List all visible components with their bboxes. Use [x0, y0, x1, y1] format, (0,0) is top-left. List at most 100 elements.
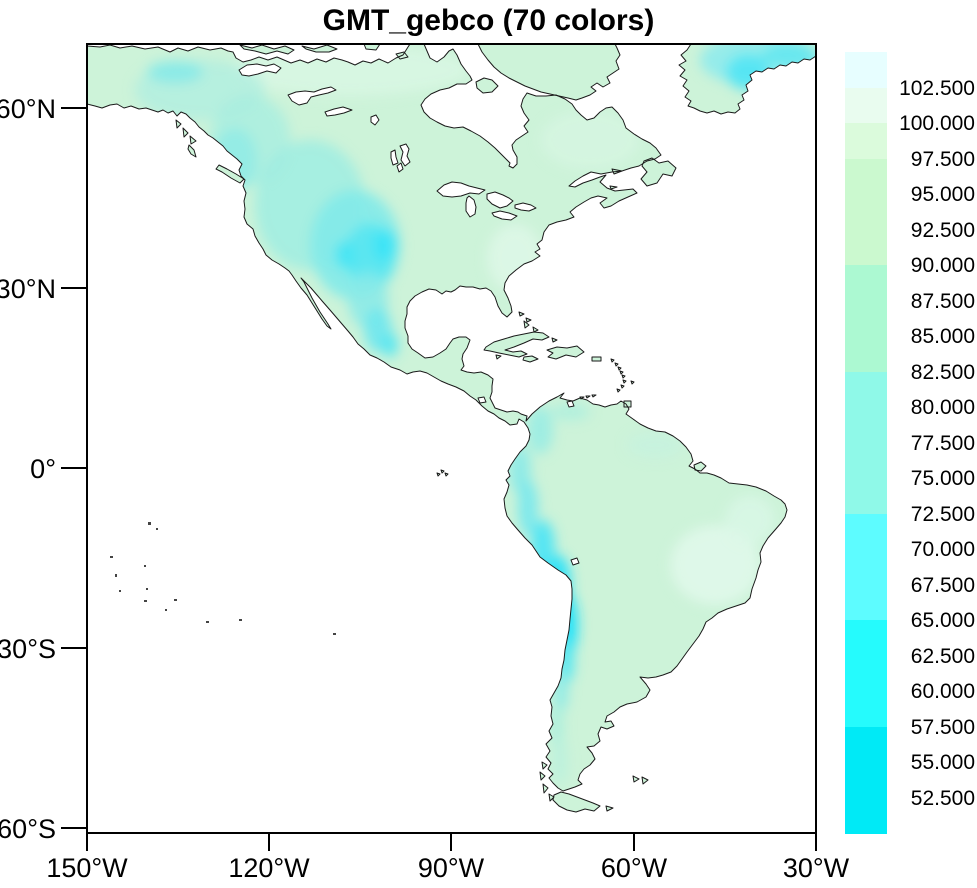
- island-speck: [119, 590, 121, 592]
- island-speck: [144, 600, 147, 602]
- y-tick-label: 30°N: [0, 274, 56, 304]
- island-speck: [144, 565, 146, 567]
- great-slave-lake: [287, 86, 337, 106]
- landmasses: [87, 44, 816, 812]
- colorbar-box: [845, 584, 887, 621]
- colorbar-tick-label: 75.000: [910, 467, 975, 490]
- plot-title: GMT_gebco (70 colors): [322, 4, 655, 37]
- colorbar-box: [845, 549, 887, 585]
- colorbar-box: [845, 442, 887, 479]
- colorbar-box: [845, 371, 887, 408]
- island-speck: [148, 522, 151, 525]
- y-tick-label: 60°S: [0, 814, 56, 844]
- colorbar-box: [845, 478, 887, 514]
- colorbar-box: [845, 655, 887, 692]
- northeast-brazil-tint: [725, 495, 775, 545]
- colorbar-tick-label: 65.000: [910, 609, 975, 632]
- tierra-del-fuego: [553, 792, 600, 812]
- newfoundland: [641, 158, 676, 186]
- x-tick-label: 150°W: [46, 853, 128, 883]
- lake-winnipegosis: [390, 149, 399, 166]
- colorbar-box: [845, 300, 887, 337]
- puerto-rico: [592, 357, 601, 361]
- island-speck: [146, 588, 148, 590]
- colorbar-tick-label: 60.000: [910, 680, 975, 703]
- colorbar-box: [845, 265, 887, 301]
- coastline-baffin: [477, 43, 621, 101]
- coastline-islands: [175, 43, 707, 813]
- colorbar-box: [845, 726, 887, 763]
- colorbar-tick-label: 55.000: [910, 751, 975, 774]
- x-tick-label: 30°W: [782, 853, 850, 883]
- alexander-archipelago: [176, 120, 196, 144]
- y-tick-label: 0°: [30, 454, 56, 484]
- colorbar-box: [845, 691, 887, 727]
- trinidad: [624, 401, 631, 407]
- coastline-greenland: [678, 43, 817, 115]
- colorbar-tick-label: 52.500: [910, 786, 975, 810]
- sierra-nevada: [335, 241, 355, 269]
- colorbar-box: [845, 52, 887, 88]
- lake-superior: [436, 181, 486, 198]
- baffin-island: [478, 44, 620, 100]
- appalachian-tint: [487, 224, 543, 292]
- colorbar-box: [845, 407, 887, 443]
- americas-mainland: [87, 44, 787, 791]
- x-axis-ticks: [86, 833, 817, 851]
- isla-de-los-estados: [606, 806, 613, 811]
- lake-titicaca: [570, 557, 580, 566]
- lake-manitoba: [396, 162, 404, 173]
- colorbar-box: [845, 87, 887, 124]
- hispaniola: [547, 346, 584, 359]
- brooks-range: [147, 61, 203, 83]
- lake-nicaragua: [477, 396, 487, 404]
- chilean-fjord-islands: [540, 762, 554, 801]
- lake-ontario: [514, 202, 537, 212]
- axes: [61, 43, 817, 851]
- reindeer-lake: [370, 114, 380, 126]
- coastlines: [86, 43, 817, 813]
- colorbar-box: [845, 620, 887, 656]
- colorbar-tick-label: 82.500: [910, 360, 975, 384]
- lakes: [238, 63, 580, 566]
- colorbar-tick-label: 87.500: [910, 289, 975, 313]
- lake-athabasca: [324, 106, 353, 117]
- elevation-shading: [135, 44, 816, 785]
- colorbar-box: [845, 513, 887, 550]
- island-speck: [115, 574, 117, 577]
- quebec-shield-tint: [540, 110, 640, 170]
- great-bear-lake: [238, 63, 282, 77]
- island-speck: [333, 633, 336, 635]
- y-axis-ticks: [61, 107, 87, 829]
- guiana-highlands: [627, 432, 683, 458]
- colorbar-box: [845, 797, 887, 834]
- colorbar-tick-label: 80.000: [910, 396, 975, 419]
- colorbar-box: [845, 336, 887, 372]
- island-speck: [239, 619, 242, 621]
- lake-maracaibo: [566, 400, 575, 408]
- colorbar-tick-label: 102.500: [899, 76, 975, 100]
- colorbar-tick-label: 72.500: [910, 502, 975, 526]
- colorbar-tick-label: 90.000: [910, 254, 975, 277]
- lake-huron: [486, 191, 514, 209]
- colorbar-box: [845, 229, 887, 266]
- venezuelan-coastal-range: [550, 404, 590, 420]
- colorbar-tick-label: 100.000: [899, 112, 975, 135]
- peru-andes-north: [518, 480, 538, 536]
- y-tick-label: 30°S: [0, 634, 56, 664]
- colorbar-tick-label: 67.500: [910, 573, 975, 597]
- colorado-plateau: [373, 229, 397, 261]
- prince-of-wales-island: [364, 44, 380, 50]
- colorbar-tick-label: 77.500: [910, 431, 975, 455]
- colorbar-tick-label: 95.000: [910, 183, 975, 206]
- colorbar-box: [845, 762, 887, 798]
- colorbar-tick-label: 57.500: [910, 715, 975, 739]
- colorbar-box: [845, 194, 887, 230]
- trans-mexican-belt: [382, 333, 398, 357]
- colorbar-tick-label: 70.000: [910, 538, 975, 561]
- haida-gwaii: [188, 145, 196, 157]
- colorbar-tick-label: 97.500: [910, 147, 975, 171]
- coast-range: [213, 128, 257, 192]
